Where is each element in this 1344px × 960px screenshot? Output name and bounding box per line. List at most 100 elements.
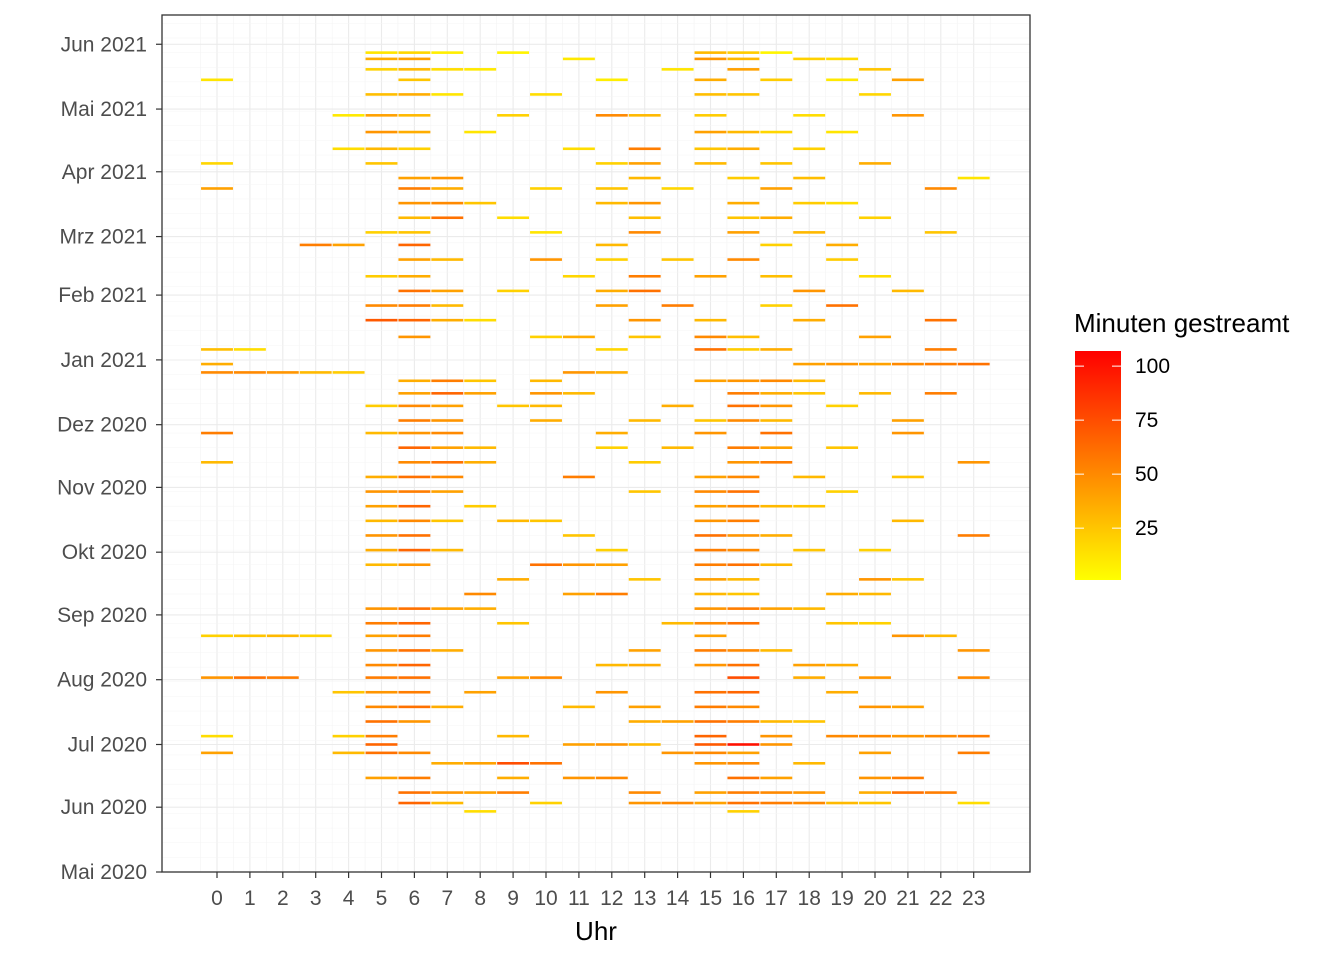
heatmap-cell bbox=[398, 720, 431, 723]
heatmap-cell bbox=[727, 690, 760, 694]
heatmap-cell bbox=[365, 690, 398, 694]
x-tick-label: 13 bbox=[633, 887, 656, 910]
heatmap-cell bbox=[760, 720, 793, 723]
x-axis: 0 1 2 3 4 5 6 7 8 9 10 11 12 13 14 15 16 17 18 19 20 21 22 23 bbox=[211, 872, 985, 910]
heatmap-cell bbox=[661, 304, 694, 307]
heatmap-cell bbox=[299, 243, 332, 247]
heatmap-cell bbox=[464, 392, 497, 395]
heatmap-cell bbox=[365, 676, 398, 679]
heatmap-cell bbox=[431, 51, 464, 54]
y-tick-label: Mai 2021 bbox=[61, 98, 147, 121]
heatmap-cell bbox=[332, 751, 365, 755]
heatmap-cell bbox=[398, 776, 431, 780]
heatmap-cell bbox=[924, 634, 957, 638]
heatmap-cell bbox=[530, 762, 562, 765]
heatmap-cell bbox=[431, 258, 464, 261]
heatmap-cell bbox=[464, 446, 497, 449]
heatmap-cell bbox=[727, 607, 760, 610]
heatmap-cell bbox=[661, 751, 694, 755]
heatmap-cell bbox=[562, 392, 595, 395]
heatmap-cell bbox=[398, 504, 431, 508]
heatmap-cell bbox=[233, 371, 266, 374]
heatmap-cell bbox=[464, 592, 497, 596]
heatmap-cell bbox=[464, 318, 497, 322]
heatmap-cell bbox=[628, 216, 661, 220]
heatmap-cell bbox=[760, 51, 793, 54]
heatmap-cell bbox=[562, 274, 595, 278]
heatmap-cell bbox=[859, 676, 891, 679]
heatmap-cell bbox=[595, 162, 628, 165]
heatmap-cell bbox=[464, 607, 497, 610]
heatmap-cell bbox=[530, 379, 562, 383]
heatmap-cell bbox=[201, 362, 233, 366]
heatmap-cell bbox=[891, 362, 924, 366]
heatmap-cell bbox=[365, 130, 398, 134]
heatmap-cell bbox=[760, 461, 793, 464]
heatmap-cell bbox=[793, 362, 826, 366]
heatmap-cell bbox=[859, 776, 891, 780]
legend-tick-label: 25 bbox=[1135, 517, 1158, 540]
heatmap-cell bbox=[694, 720, 727, 723]
heatmap-cell bbox=[595, 592, 628, 596]
heatmap-cell bbox=[365, 649, 398, 652]
heatmap-cell bbox=[826, 490, 859, 493]
heatmap-cell bbox=[464, 201, 497, 205]
heatmap-cell bbox=[760, 431, 793, 435]
x-tick-label: 19 bbox=[830, 887, 853, 910]
heatmap-cell bbox=[595, 431, 628, 435]
heatmap-cell bbox=[727, 592, 760, 596]
heatmap-cell bbox=[398, 446, 431, 449]
heatmap-cell bbox=[628, 649, 661, 652]
heatmap-cell bbox=[859, 274, 891, 278]
heatmap-cell bbox=[365, 634, 398, 638]
heatmap-cell bbox=[694, 791, 727, 794]
heatmap-cell bbox=[431, 431, 464, 435]
heatmap-cell bbox=[365, 475, 398, 479]
heatmap-cell bbox=[431, 475, 464, 479]
x-tick-label: 2 bbox=[277, 887, 289, 910]
heatmap-cell bbox=[793, 504, 826, 508]
heatmap-cell bbox=[957, 176, 990, 180]
heatmap-cell bbox=[398, 201, 431, 205]
y-tick-label: Apr 2021 bbox=[62, 161, 147, 184]
heatmap-cell bbox=[628, 419, 661, 422]
heatmap-cell bbox=[694, 431, 727, 435]
x-tick-label: 5 bbox=[376, 887, 388, 910]
heatmap-cell bbox=[727, 791, 760, 794]
heatmap-cell bbox=[760, 504, 793, 508]
x-tick-label: 6 bbox=[409, 887, 421, 910]
heatmap-cell bbox=[727, 176, 760, 180]
heatmap-cell bbox=[530, 258, 562, 261]
heatmap-cell bbox=[201, 371, 233, 374]
heatmap-cell bbox=[201, 734, 233, 738]
heatmap-cell bbox=[595, 304, 628, 307]
heatmap-cell bbox=[694, 548, 727, 552]
heatmap-cell bbox=[365, 621, 398, 625]
heatmap-cell bbox=[562, 371, 595, 374]
heatmap-cell bbox=[464, 461, 497, 464]
legend-tick-label: 100 bbox=[1135, 355, 1170, 378]
heatmap-cell bbox=[201, 78, 233, 82]
heatmap-cell bbox=[793, 801, 826, 805]
heatmap-cell bbox=[497, 776, 530, 780]
x-tick-label: 23 bbox=[962, 887, 985, 910]
heatmap-cell bbox=[694, 318, 727, 322]
heatmap-cell bbox=[826, 243, 859, 247]
heatmap-cell bbox=[760, 348, 793, 351]
heatmap-cell bbox=[497, 114, 530, 117]
heatmap-cell bbox=[398, 57, 431, 61]
heatmap-cell bbox=[201, 431, 233, 435]
heatmap-cell bbox=[530, 563, 562, 567]
heatmap-cell bbox=[826, 592, 859, 596]
x-tick-label: 17 bbox=[765, 887, 788, 910]
heatmap-cell bbox=[299, 634, 332, 638]
x-axis-title: Uhr bbox=[575, 916, 617, 946]
heatmap-cell bbox=[957, 734, 990, 738]
heatmap-cell bbox=[201, 634, 233, 638]
heatmap-cell bbox=[464, 791, 497, 794]
heatmap-cell bbox=[727, 504, 760, 508]
heatmap-cell bbox=[694, 475, 727, 479]
heatmap-cell bbox=[497, 578, 530, 581]
heatmap-cell bbox=[497, 676, 530, 679]
